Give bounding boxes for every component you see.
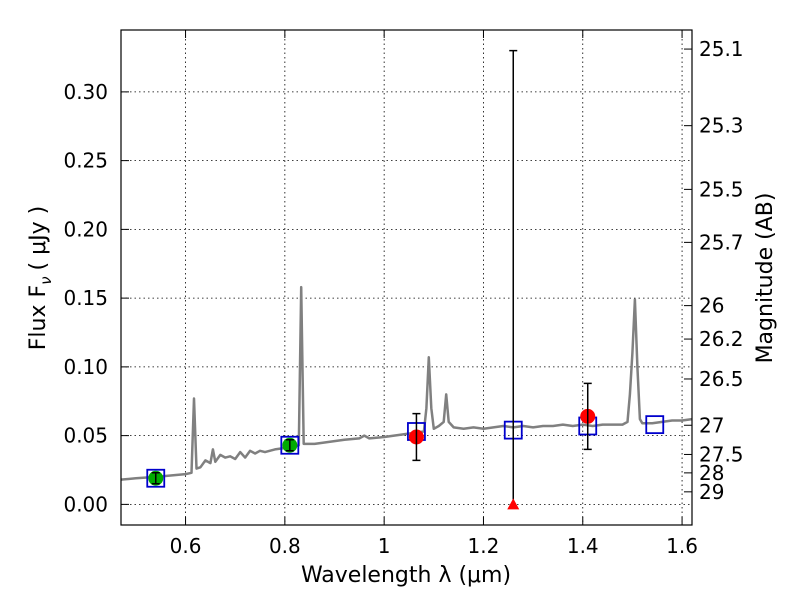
x-tick-label: 0.8 bbox=[269, 534, 301, 558]
mag-tick-label: 26.2 bbox=[699, 327, 744, 351]
y-axis-label-unit: ( μJy ) bbox=[26, 206, 51, 271]
y-tick-label: 0.00 bbox=[63, 492, 108, 516]
mag-tick-label: 25.7 bbox=[699, 230, 744, 254]
plot-frame bbox=[120, 29, 693, 526]
grid-lines bbox=[121, 30, 692, 525]
mag-tick-label: 25.5 bbox=[699, 177, 744, 201]
y-axis-label-sub: ν bbox=[37, 276, 55, 284]
sed-model-line bbox=[120, 285, 693, 481]
x-tick-label: 1.2 bbox=[468, 534, 500, 558]
mag-tick-label: 25.1 bbox=[699, 37, 744, 61]
mag-tick-label: 28 bbox=[699, 461, 724, 485]
series-layer bbox=[120, 49, 693, 510]
model-photometry-square bbox=[645, 415, 665, 435]
x-tick-label: 1.6 bbox=[666, 534, 698, 558]
x-tick-label: 1 bbox=[378, 534, 391, 558]
x-tick-label: 0.6 bbox=[170, 534, 202, 558]
mag-tick-label: 26 bbox=[699, 294, 724, 318]
y-tick-label: 0.20 bbox=[63, 217, 108, 241]
axes-frame bbox=[120, 29, 693, 526]
y2-axis-label: Magnitude (AB) bbox=[753, 193, 778, 364]
model-photometry-square bbox=[280, 435, 300, 455]
y-tick-label: 0.25 bbox=[63, 149, 108, 173]
mag-tick-label: 27.5 bbox=[699, 442, 744, 466]
x-tick-label: 1.4 bbox=[567, 534, 599, 558]
y-axis-label-main: Flux F bbox=[26, 285, 51, 350]
y-tick-label: 0.05 bbox=[63, 424, 108, 448]
model-photometry-square bbox=[146, 468, 166, 488]
y-tick-label: 0.15 bbox=[63, 286, 108, 310]
mag-tick-label: 25.3 bbox=[699, 114, 744, 138]
y-tick-label: 0.30 bbox=[63, 80, 108, 104]
y-tick-label: 0.10 bbox=[63, 355, 108, 379]
axis-ticks: 0.6 0.8 1 1.2 1.4 1.6 0.00 0.05 0.10 0.15 0.20 0.25… bbox=[63, 30, 744, 558]
y-axis-label: Flux Fν ( μJy ) bbox=[26, 206, 55, 350]
mag-tick-label: 27 bbox=[699, 413, 724, 437]
mag-tick-label: 29 bbox=[699, 480, 724, 504]
upper-limit-triangle bbox=[507, 498, 520, 510]
mag-tick-label: 26.5 bbox=[699, 367, 744, 391]
x-axis-label: Wavelength λ (μm) bbox=[301, 563, 511, 588]
